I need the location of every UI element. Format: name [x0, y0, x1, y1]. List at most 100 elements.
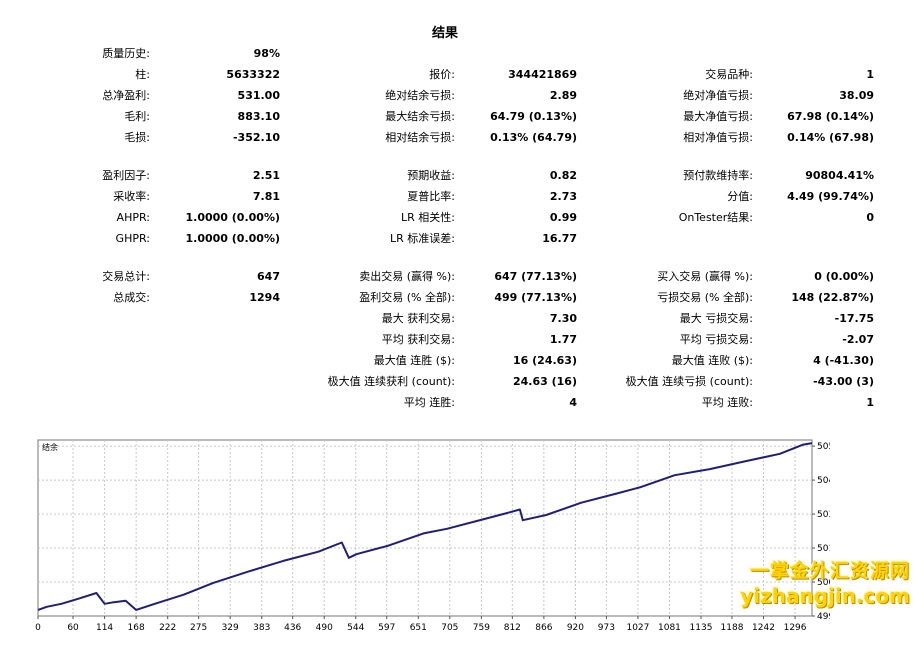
x-tick-label: 222	[159, 623, 176, 633]
y-tick-label: 50414	[817, 476, 830, 486]
stat-label: 平均 亏损交易:	[679, 333, 753, 346]
x-tick-label: 60	[67, 623, 79, 633]
stat-label: 交易总计:	[102, 270, 150, 283]
stat-label: 最大 亏损交易:	[679, 312, 753, 325]
stat-value: 647 (77.13%)	[494, 270, 577, 283]
x-tick-label: 168	[128, 623, 145, 633]
stat-label: 平均 连败:	[701, 396, 753, 409]
stat-label: 总成交:	[113, 291, 150, 304]
watermark-url: yizhangjin.com	[740, 584, 910, 608]
stat-value: 531.00	[237, 89, 280, 102]
stat-value: 1.0000 (0.00%)	[185, 232, 281, 245]
stat-label: 交易品种:	[705, 68, 753, 81]
x-tick-label: 1296	[784, 623, 807, 633]
x-tick-label: 759	[473, 623, 490, 633]
stat-label: 夏普比率:	[407, 190, 455, 203]
stat-label: 最大净值亏损:	[683, 110, 753, 123]
stat-value: 0 (0.00%)	[814, 270, 874, 283]
stat-label: 买入交易 (赢得 %):	[657, 270, 753, 283]
stat-label: 最大值 连败 ($):	[671, 354, 753, 367]
stat-value: 4.49 (99.74%)	[787, 190, 874, 203]
x-tick-label: 973	[598, 623, 615, 633]
x-tick-label: 866	[535, 623, 552, 633]
stat-value: 98%	[253, 47, 280, 60]
stat-label: 质量历史:	[102, 47, 150, 60]
stat-label: 盈利因子:	[102, 169, 150, 182]
stat-value: 5633322	[226, 68, 280, 81]
plot-area	[37, 439, 813, 617]
stat-label: 平均 连胜:	[403, 396, 455, 409]
x-tick-label: 544	[347, 623, 364, 633]
x-tick-label: 0	[35, 623, 41, 633]
stat-value: 67.98 (0.14%)	[787, 110, 874, 123]
y-tick-label: 50525	[817, 442, 830, 452]
series-legend-label: 结余	[42, 442, 58, 452]
stat-label: 最大 获利交易:	[381, 312, 455, 325]
stat-value: 2.73	[549, 190, 577, 203]
stat-value: 90804.41%	[805, 169, 874, 182]
stat-label: LR 标准误差:	[390, 232, 455, 245]
stat-label: 相对净值亏损:	[683, 131, 753, 144]
stat-value: -2.07	[842, 333, 874, 346]
stat-value: 344421869	[508, 68, 577, 81]
stat-label: 预期收益:	[407, 169, 455, 182]
stat-label: 绝对结余亏损:	[385, 89, 455, 102]
y-tick-label: 50303	[817, 510, 830, 520]
stat-value: 24.63 (16)	[513, 375, 577, 388]
stat-label: GHPR:	[115, 232, 150, 245]
stat-label: 相对结余亏损:	[385, 131, 455, 144]
stat-value: 16.77	[542, 232, 577, 245]
stat-label: 极大值 连续亏损 (count):	[625, 375, 753, 388]
stat-label: 亏损交易 (% 全部):	[657, 291, 753, 304]
stat-value: 4 (-41.30)	[813, 354, 874, 367]
stat-label: 最大值 连胜 ($):	[373, 354, 455, 367]
stat-label: 最大结余亏损:	[385, 110, 455, 123]
stat-value: 7.30	[549, 312, 577, 325]
x-tick-label: 275	[190, 623, 207, 633]
balance-chart: 0 60 114 168 222 275 329 383 436 490 544 597 651 705 7…	[35, 439, 830, 633]
x-tick-label: 1188	[721, 623, 744, 633]
stat-label: 毛损:	[124, 131, 150, 144]
x-tick-label: 705	[441, 623, 458, 633]
stat-value: 647	[257, 270, 280, 283]
watermark-chinese: 一掌金外汇资源网	[749, 560, 910, 582]
stat-label: 平均 获利交易:	[381, 333, 455, 346]
stat-label: 毛利:	[124, 110, 150, 123]
stat-label: 分值:	[727, 190, 753, 203]
x-tick-label: 920	[567, 623, 584, 633]
stat-value: 1.77	[549, 333, 577, 346]
report-title: 结果	[431, 26, 458, 41]
stat-label: AHPR:	[116, 211, 150, 224]
x-tick-label: 1135	[690, 623, 713, 633]
stat-value: -17.75	[834, 312, 874, 325]
stat-label: 盈利交易 (% 全部):	[359, 291, 455, 304]
x-tick-label: 812	[504, 623, 521, 633]
stat-label: 绝对净值亏损:	[683, 89, 753, 102]
stat-label: 预付款维持率:	[683, 169, 753, 182]
stat-value: -352.10	[232, 131, 280, 144]
stat-value: 2.51	[252, 169, 280, 182]
x-tick-label: 436	[284, 623, 301, 633]
x-tick-label: 114	[96, 623, 113, 633]
stat-value: 4	[569, 396, 577, 409]
stat-value: 499 (77.13%)	[494, 291, 577, 304]
stat-label: 柱:	[135, 68, 150, 81]
stat-label: OnTester结果:	[678, 211, 753, 224]
y-tick-label: 49970	[817, 612, 830, 622]
stat-value: 1.0000 (0.00%)	[185, 211, 281, 224]
x-tick-label: 651	[410, 623, 427, 633]
x-tick-label: 597	[378, 623, 395, 633]
stat-value: 2.89	[549, 89, 577, 102]
stat-value: 1294	[249, 291, 280, 304]
y-tick-label: 50192	[817, 544, 830, 554]
stat-value: 7.81	[252, 190, 280, 203]
stat-value: 0	[866, 211, 874, 224]
stat-value: 0.13% (64.79)	[490, 131, 577, 144]
stat-value: 0.82	[549, 169, 577, 182]
stat-value: 16 (24.63)	[513, 354, 577, 367]
stat-label: 报价:	[429, 68, 455, 81]
x-tick-label: 1027	[626, 623, 649, 633]
balance-series-line	[37, 442, 813, 611]
stat-label: LR 相关性:	[401, 211, 455, 224]
stat-value: 64.79 (0.13%)	[490, 110, 577, 123]
